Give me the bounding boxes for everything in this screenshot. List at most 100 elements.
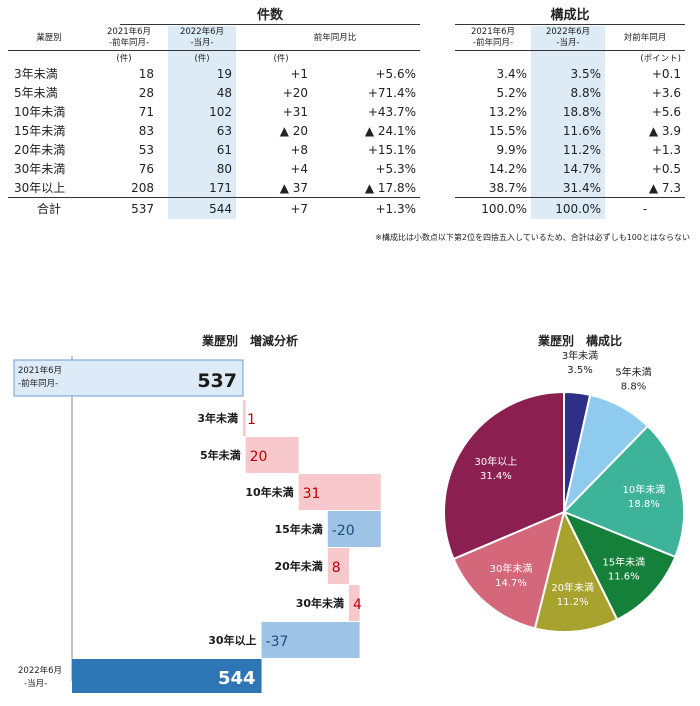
pie-slice-label: 5年未満 xyxy=(615,366,651,379)
pie-slice-pct: 8.8% xyxy=(621,382,646,393)
pie-slice-label: 20年未満 xyxy=(551,581,594,594)
ratio-unit-label: (ポイント) xyxy=(640,53,681,64)
ratio-diff: ▲ 3.9 xyxy=(648,123,681,138)
pie-title: 業歴別 構成比 xyxy=(537,334,622,348)
counts-row: 30年以上 208 171 ▲ 37 ▲ 17.8% xyxy=(8,178,421,198)
ratio-row: 15.5% 11.6% ▲ 3.9 xyxy=(455,121,685,140)
row-label: 20年未満 xyxy=(14,143,66,157)
curr-count: 61 xyxy=(168,140,237,159)
prev-count: 53 xyxy=(138,142,154,157)
ratio-prev-header: 2021年6月 -前年同月- xyxy=(455,26,531,51)
counts-group-underline xyxy=(120,24,420,25)
unit-label: (件) xyxy=(273,53,289,64)
diff-count: +1 xyxy=(290,66,309,81)
total-prev: 537 xyxy=(131,201,154,216)
end-label: 2022年6月 xyxy=(18,665,62,676)
counts-table: 業歴別 2021年6月 -前年同月- 2022年6月 -当月- 前年同月比 (件) … xyxy=(8,26,421,219)
waterfall-step-bar xyxy=(261,622,360,658)
pie-chart: 3年未満 3.5% 5年未満 8.8% 10年未満 18.8% 15年未満 11.6% 20年未… xyxy=(443,350,685,633)
counts-row: 20年未満 53 61 +8 +15.1% xyxy=(8,140,420,159)
prev-count: 83 xyxy=(138,123,154,138)
prev-count: 208 xyxy=(90,178,158,198)
ratio-diff: +0.1 xyxy=(651,66,681,81)
diff-count: +8 xyxy=(290,142,309,157)
waterfall-step-bar xyxy=(327,548,349,584)
pie-slice xyxy=(562,424,685,559)
curr-count: 80 xyxy=(168,159,237,178)
waterfall-step-label: 20年未満 xyxy=(274,559,322,573)
end-value: 544 xyxy=(218,668,256,689)
pie-slice xyxy=(533,509,619,633)
diff-pct: +71.4% xyxy=(367,85,417,100)
ratio-curr: 31.4% xyxy=(531,178,605,198)
prev-count: 28 xyxy=(138,85,154,100)
col-curr-header: 2022年6月 -当月- xyxy=(168,26,237,51)
waterfall-step-value: 1 xyxy=(247,412,256,428)
total-label: 合計 xyxy=(36,202,61,216)
row-label: 15年未満 xyxy=(14,124,66,138)
ratio-diff: +0.5 xyxy=(651,161,681,176)
total-curr: 544 xyxy=(168,197,237,219)
pie-slice-pct: 11.2% xyxy=(557,597,589,608)
diff-pct: +5.3% xyxy=(375,161,417,176)
unit-label: (件) xyxy=(116,53,132,64)
diff-pct: +15.1% xyxy=(367,142,417,157)
waterfall-step-value: 8 xyxy=(332,560,341,576)
waterfall-step-label: 10年未満 xyxy=(245,485,293,499)
ratio-total-prev: 100.0% xyxy=(481,201,527,216)
pie-slice-pct: 18.8% xyxy=(628,499,660,510)
start-value: 537 xyxy=(197,370,237,392)
total-pct: +1.3% xyxy=(375,201,417,216)
ratio-table: 2021年6月 -前年同月- 2022年6月 -当月- 対前年同月 (ポイント) 3… xyxy=(455,26,685,219)
counts-group-title: 件数 xyxy=(256,8,283,23)
row-label: 30年未満 xyxy=(14,162,66,176)
diff-pct: ▲ 24.1% xyxy=(364,123,417,138)
ratio-prev: 5.2% xyxy=(496,85,528,100)
ratio-curr: 14.7% xyxy=(531,159,605,178)
pie-slice-pct: 31.4% xyxy=(480,471,512,482)
waterfall-start-bar xyxy=(13,359,244,397)
ratio-diff: +1.3 xyxy=(651,142,681,157)
waterfall-step-label: 15年未満 xyxy=(274,522,322,536)
ratio-curr: 8.8% xyxy=(531,83,605,102)
waterfall-step-value: 31 xyxy=(303,486,321,502)
ratio-row: 5.2% 8.8% +3.6 xyxy=(455,83,685,102)
row-label: 10年未満 xyxy=(14,105,66,119)
diff-count: +31 xyxy=(282,104,309,119)
ratio-row: 13.2% 18.8% +5.6 xyxy=(455,102,685,121)
pie-slice xyxy=(443,390,565,561)
pie-slice-label: 30年以上 xyxy=(475,455,518,468)
counts-row: 5年未満 28 48 +20 +71.4% xyxy=(8,83,420,102)
pie-slice xyxy=(452,510,566,630)
ratio-prev: 3.4% xyxy=(496,66,528,81)
col-prev-header: 2021年6月 -前年同月- xyxy=(90,26,169,51)
ratio-curr: 3.5% xyxy=(531,64,605,83)
waterfall-step-label: 3年未満 xyxy=(197,411,238,425)
ratio-diff-header: 対前年同月 xyxy=(605,26,685,51)
curr-count: 171 xyxy=(168,178,237,198)
ratio-curr: 11.6% xyxy=(531,121,605,140)
end-label: -当月- xyxy=(24,678,47,689)
start-label: 2021年6月 xyxy=(18,365,62,376)
waterfall-step-value: 4 xyxy=(353,597,362,613)
counts-row: 30年未満 76 80 +4 +5.3% xyxy=(8,159,420,178)
waterfall-step-bar xyxy=(298,474,381,510)
ratio-prev: 38.7% xyxy=(455,178,531,198)
ratio-total-curr: 100.0% xyxy=(531,197,605,219)
pie-slice-label: 15年未満 xyxy=(602,556,645,569)
curr-count: 63 xyxy=(168,121,237,140)
prev-count: 18 xyxy=(138,66,154,81)
ratio-diff: ▲ 7.3 xyxy=(605,178,685,198)
rounding-note: ※構成比は小数点以下第2位を四捨五入しているため、合計は必ずしも100とはならな… xyxy=(375,233,690,242)
pie-slice-pct: 3.5% xyxy=(567,365,592,376)
waterfall-step-label: 30年以上 xyxy=(208,633,256,647)
start-label: -前年同月- xyxy=(18,378,58,389)
ratio-prev: 9.9% xyxy=(496,142,528,157)
waterfall-step-bar xyxy=(349,585,360,621)
ratio-total-diff: - xyxy=(642,201,648,216)
waterfall-title: 業歴別 増減分析 xyxy=(201,334,298,348)
diff-pct: +43.7% xyxy=(367,104,417,119)
waterfall-step-value: -37 xyxy=(266,634,289,650)
ratio-row: 38.7% 31.4% ▲ 7.3 xyxy=(455,178,685,198)
